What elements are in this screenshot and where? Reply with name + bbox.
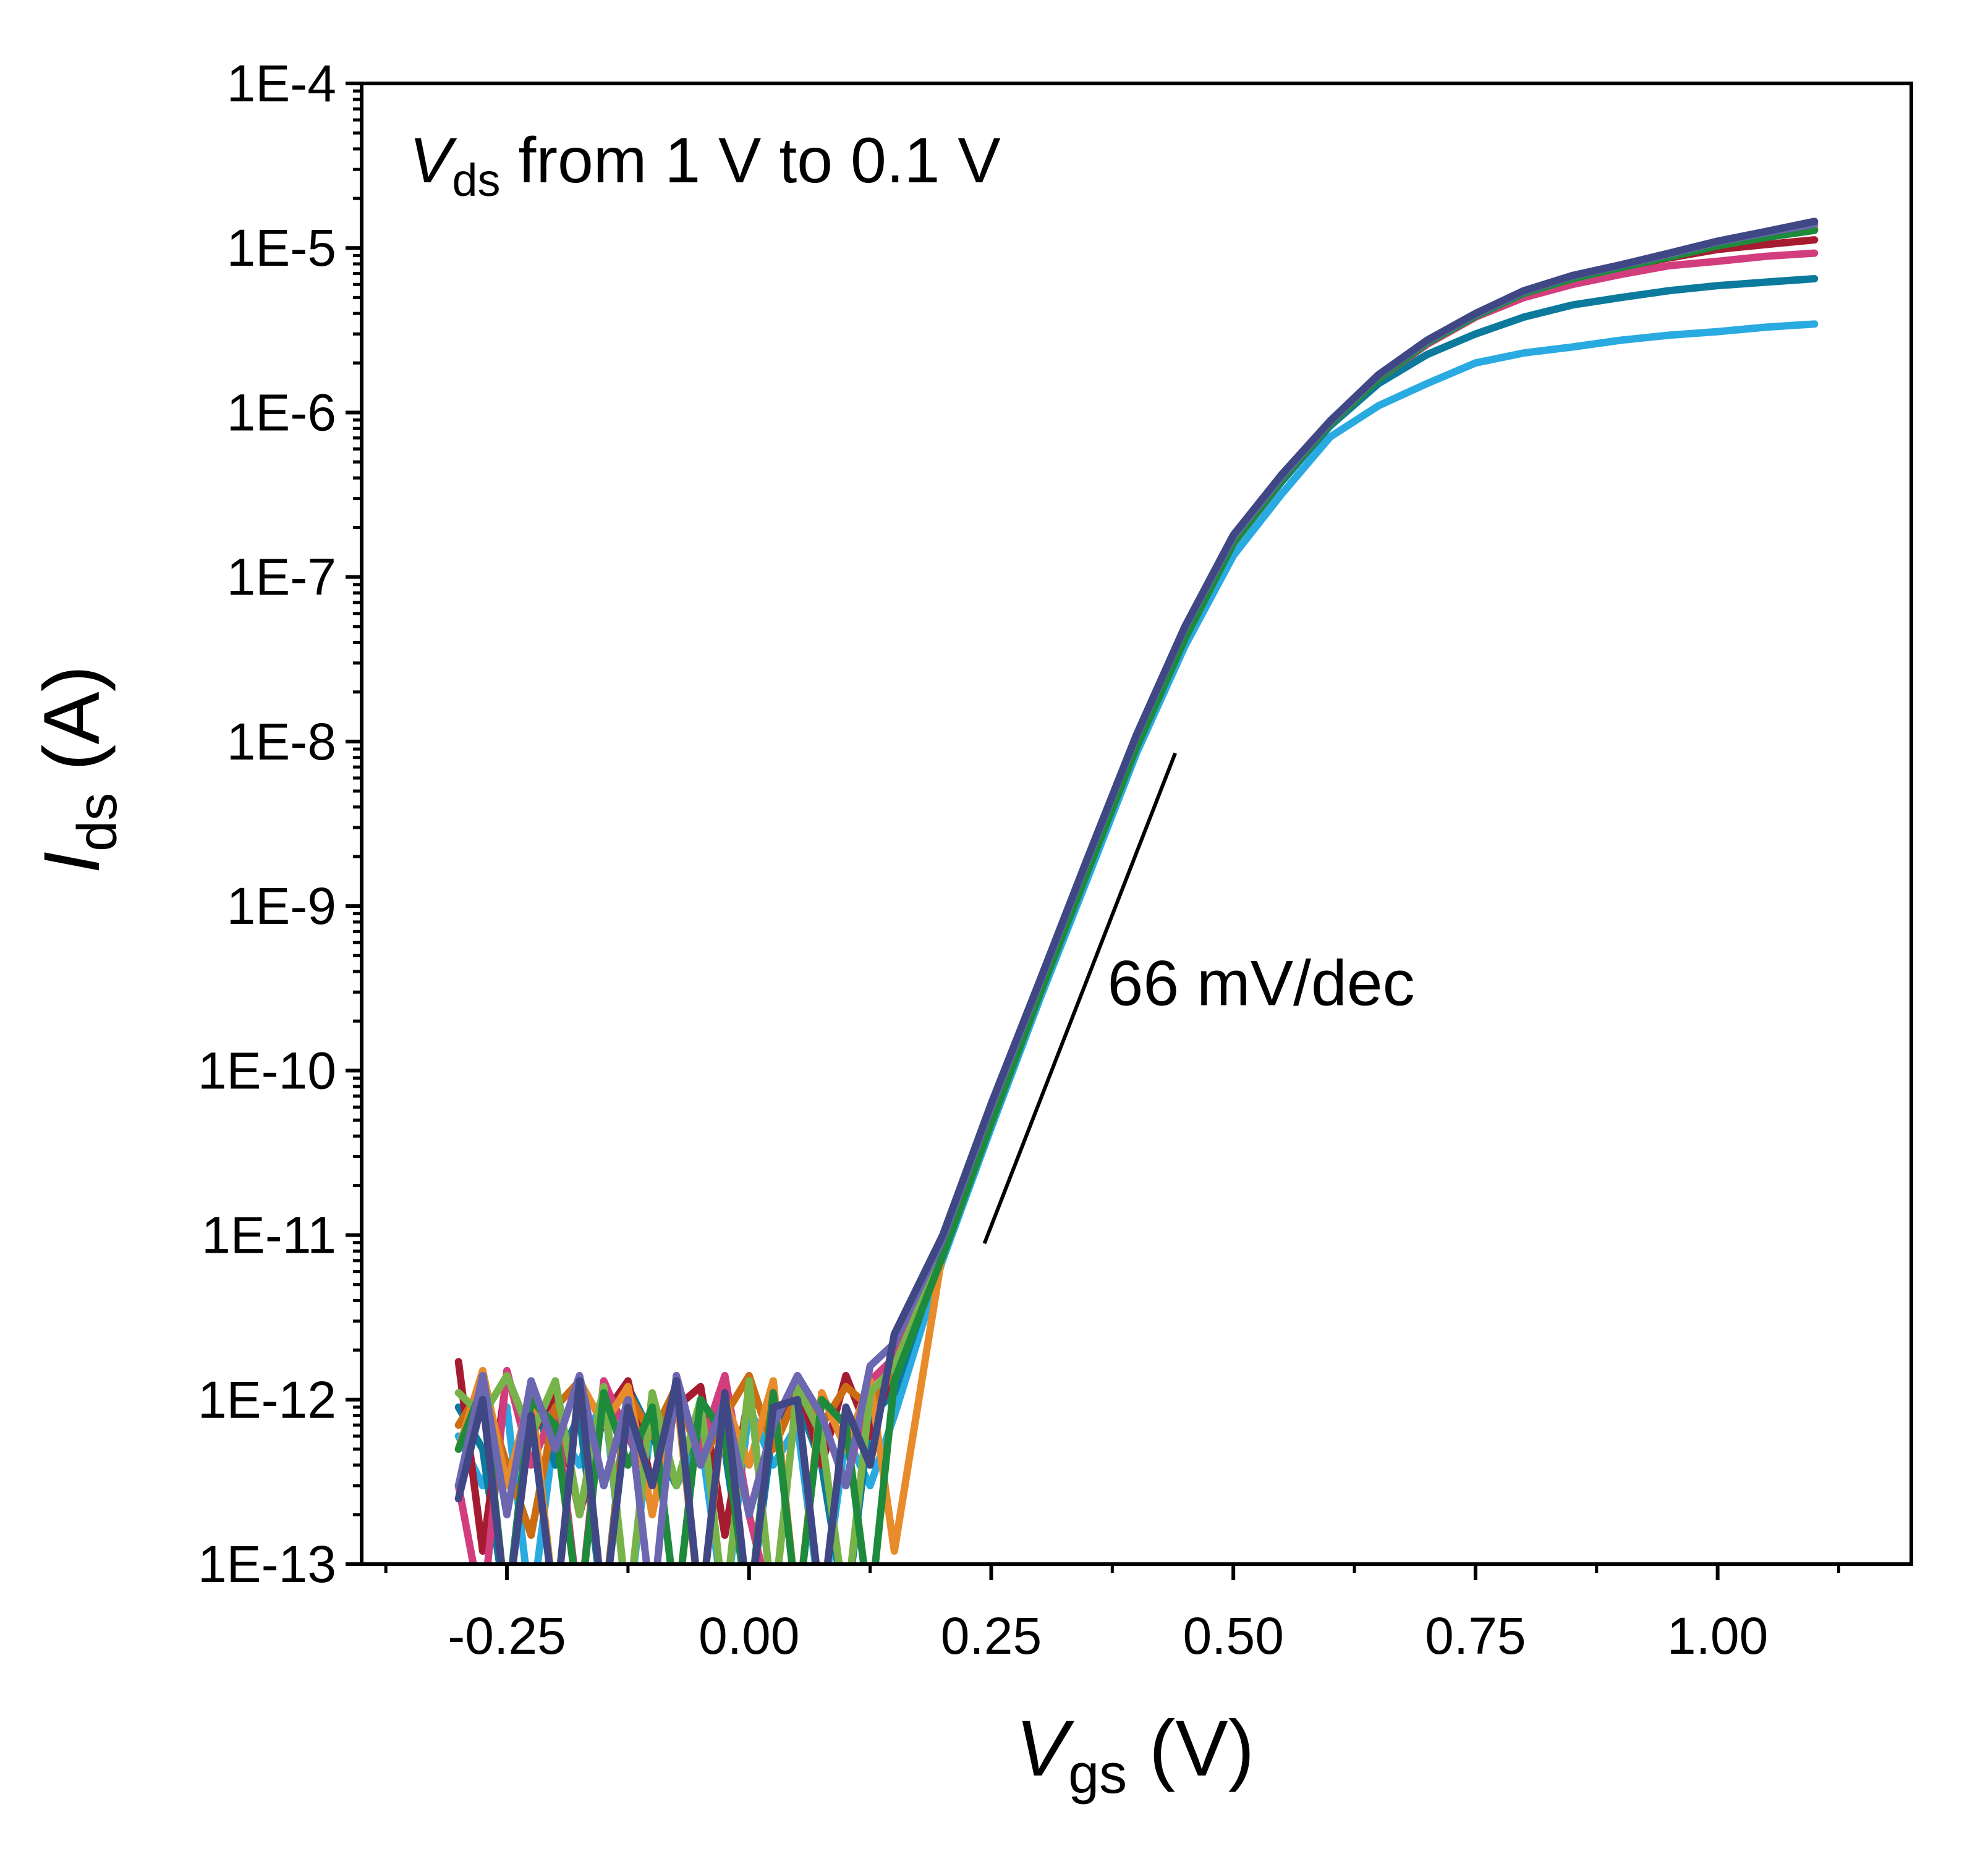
series-line-7	[454, 225, 1819, 1564]
slope-label: 66 mV/dec	[1107, 947, 1414, 1019]
x-axis-var: V	[1016, 1704, 1075, 1793]
series-line-3	[454, 236, 1819, 1555]
series-line-6	[454, 222, 1819, 1564]
axes-group: -0.25 0.00 0.25 0.50 0.75 1.00 1E-13 1E-12 1E-11…	[198, 54, 1840, 1665]
curves-group	[454, 218, 1819, 1564]
x-axis-sub: gs	[1068, 1743, 1127, 1805]
y-tick-label: 1E-9	[227, 877, 336, 935]
slope-guide-line	[982, 752, 1177, 1245]
y-tick-label: 1E-8	[227, 713, 336, 771]
x-tick-label: 0.75	[1425, 1607, 1526, 1665]
y-tick-label: 1E-4	[227, 54, 336, 112]
y-axis-var: I	[28, 852, 116, 874]
y-tick-label: 1E-11	[202, 1206, 336, 1264]
x-axis-unit: (V)	[1127, 1704, 1254, 1793]
x-tick-label: 1.00	[1667, 1607, 1769, 1665]
y-tick-label: 1E-5	[227, 219, 336, 277]
y-axis-title: Ids (A)	[28, 666, 129, 874]
x-tick-label: 0.25	[941, 1607, 1042, 1665]
series-line-10	[454, 218, 1819, 1564]
vds-annotation-sub: ds	[452, 154, 500, 206]
y-tick-label: 1E-7	[227, 548, 336, 606]
y-axis-unit: (A)	[28, 666, 116, 793]
vds-annotation-text: from 1 V to 0.1 V	[501, 125, 1001, 197]
y-tick-label: 1E-13	[198, 1535, 336, 1593]
plot-frame	[360, 82, 1913, 1566]
vds-annotation: Vds from 1 V to 0.1 V	[409, 125, 1001, 206]
x-axis-title: Vgs (V)	[1016, 1704, 1255, 1805]
series-line-9	[454, 220, 1819, 1564]
y-axis-sub: ds	[67, 793, 129, 852]
x-tick-label: 0.00	[699, 1607, 800, 1665]
series-line-8	[454, 226, 1819, 1564]
series-line-5	[454, 224, 1819, 1564]
vds-annotation-var: V	[409, 125, 457, 197]
y-tick-label: 1E-6	[227, 383, 336, 441]
y-tick-label: 1E-10	[198, 1041, 336, 1099]
x-tick-label: -0.25	[448, 1607, 566, 1665]
y-tick-label: 1E-12	[198, 1371, 336, 1429]
x-tick-label: 0.50	[1183, 1607, 1284, 1665]
